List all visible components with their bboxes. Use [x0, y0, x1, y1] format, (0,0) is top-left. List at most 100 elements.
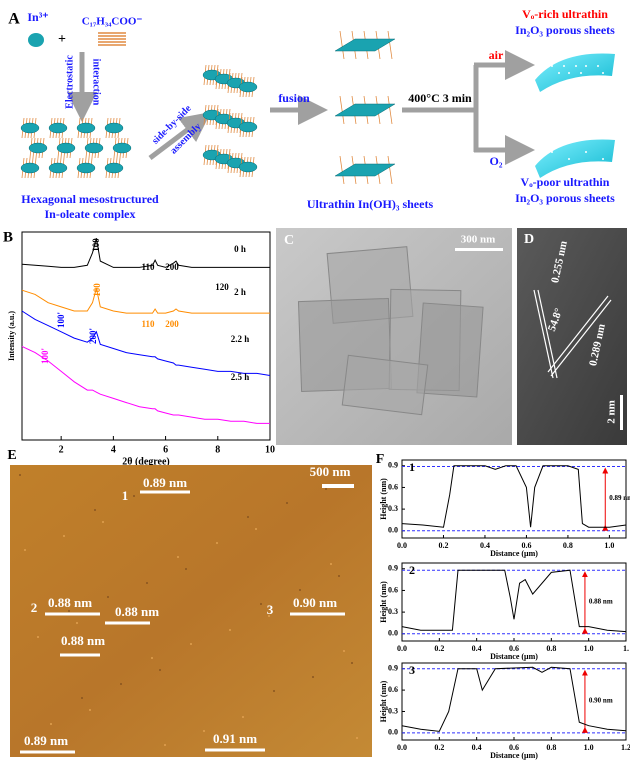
- x-tick-label: 0.0: [397, 743, 407, 752]
- height-label: 0.91 nm: [213, 731, 257, 746]
- texture: [107, 596, 109, 598]
- afm-image: [10, 465, 372, 757]
- panel-label: C: [284, 233, 294, 248]
- sheet: [335, 39, 395, 51]
- y-tick-label: 0.3: [388, 607, 398, 616]
- texture: [247, 516, 249, 518]
- height-label: 0.89 nm: [609, 494, 630, 502]
- sheet-id: 2: [31, 600, 38, 615]
- y-tick-label: 0.6: [388, 585, 398, 594]
- x-tick-label: 0.8: [546, 644, 556, 653]
- x-tick-label: 0.8: [563, 541, 573, 550]
- scale-bar: [455, 248, 503, 251]
- label: In₂O₃ porous sheets: [515, 23, 615, 37]
- texture: [286, 502, 288, 504]
- pore: [568, 158, 570, 160]
- x-tick-label: 1.0: [584, 743, 594, 752]
- oleate-chain: [388, 156, 392, 184]
- xrd-curve: [22, 288, 270, 313]
- curve-label: 2.2 h: [231, 334, 250, 344]
- peak-label: 120: [215, 282, 229, 292]
- y-tick-label: 0.6: [388, 482, 398, 491]
- panel-label: D: [524, 232, 534, 247]
- texture: [185, 568, 187, 570]
- x-tick-label: 1.: [623, 644, 629, 653]
- in-ion: [29, 143, 47, 153]
- label: In³⁺: [27, 10, 48, 24]
- profile-id: 2: [409, 563, 415, 577]
- label: Vₒ-rich ultrathin: [522, 7, 608, 21]
- texture: [216, 542, 218, 544]
- y-tick-label: 0.3: [388, 504, 398, 513]
- peak-label: 110: [141, 262, 155, 272]
- label: Ultrathin In(OH)₃ sheets: [307, 197, 434, 211]
- peak-label: 110: [141, 319, 155, 329]
- y-tick-label: 0.0: [388, 526, 398, 535]
- panel-label: F: [376, 452, 385, 467]
- texture: [338, 575, 340, 577]
- label: interaction: [91, 59, 102, 106]
- pore: [563, 65, 565, 67]
- pore: [568, 72, 570, 74]
- axis-label: Height (nm): [379, 581, 388, 623]
- label: In-oleate complex: [45, 207, 136, 221]
- x-tick-label: 8: [215, 444, 220, 455]
- in-ion: [28, 33, 44, 47]
- oleate-chain: [340, 96, 344, 124]
- texture: [120, 683, 122, 685]
- texture: [312, 676, 314, 678]
- oleate-chain: [388, 31, 392, 59]
- sheet: [335, 164, 395, 176]
- nanosheet: [417, 303, 483, 397]
- height-label: 0.90 nm: [589, 696, 613, 704]
- axis-label: Distance (μm): [490, 652, 538, 661]
- texture: [81, 697, 83, 699]
- x-tick-label: 0.2: [438, 541, 448, 550]
- texture: [50, 723, 52, 725]
- texture: [164, 744, 166, 746]
- axis-label: Height (nm): [379, 478, 388, 520]
- panel-label: E: [7, 448, 16, 463]
- label: air: [489, 48, 504, 62]
- figure: AIn³⁺+C₁₇H₃₄COO⁻Electrostaticinteraction…: [0, 0, 630, 761]
- x-tick-label: 1.0: [584, 644, 594, 653]
- peak-label: 100: [91, 238, 101, 252]
- scale-bar-label: 300 nm: [461, 234, 496, 246]
- height-label: 0.88 nm: [61, 633, 105, 648]
- in-ion: [77, 123, 95, 133]
- texture: [68, 610, 70, 612]
- panel-label: A: [8, 11, 20, 28]
- height-label: 0.90 nm: [293, 595, 337, 610]
- texture: [343, 650, 345, 652]
- in-ion: [105, 123, 123, 133]
- axis-label: Intensity (a.u.): [7, 311, 16, 361]
- y-tick-label: 0.3: [388, 706, 398, 715]
- texture: [19, 474, 21, 476]
- texture: [203, 730, 205, 732]
- x-tick-label: 0.2: [434, 743, 444, 752]
- pore: [602, 72, 604, 74]
- pore: [585, 65, 587, 67]
- pore: [558, 72, 560, 74]
- in-ion: [239, 82, 257, 92]
- nanosheet: [342, 355, 427, 414]
- texture: [260, 603, 262, 605]
- peak-label: 100': [40, 348, 50, 364]
- texture: [330, 563, 332, 565]
- label: O₂: [490, 154, 503, 168]
- texture: [356, 737, 358, 739]
- oleate-chain: [340, 31, 344, 59]
- texture: [255, 528, 257, 530]
- pore: [551, 65, 553, 67]
- scale-bar: [620, 395, 623, 430]
- label: In₂O₃ porous sheets: [515, 191, 615, 205]
- profile-id: 3: [409, 663, 415, 677]
- height-label: 0.89 nm: [143, 475, 187, 490]
- sheet-id: 1: [122, 488, 129, 503]
- x-tick-label: 2: [59, 444, 64, 455]
- texture: [325, 488, 327, 490]
- in-ion: [49, 163, 67, 173]
- texture: [24, 549, 26, 551]
- peak-label: 200': [88, 328, 98, 344]
- pore: [575, 65, 577, 67]
